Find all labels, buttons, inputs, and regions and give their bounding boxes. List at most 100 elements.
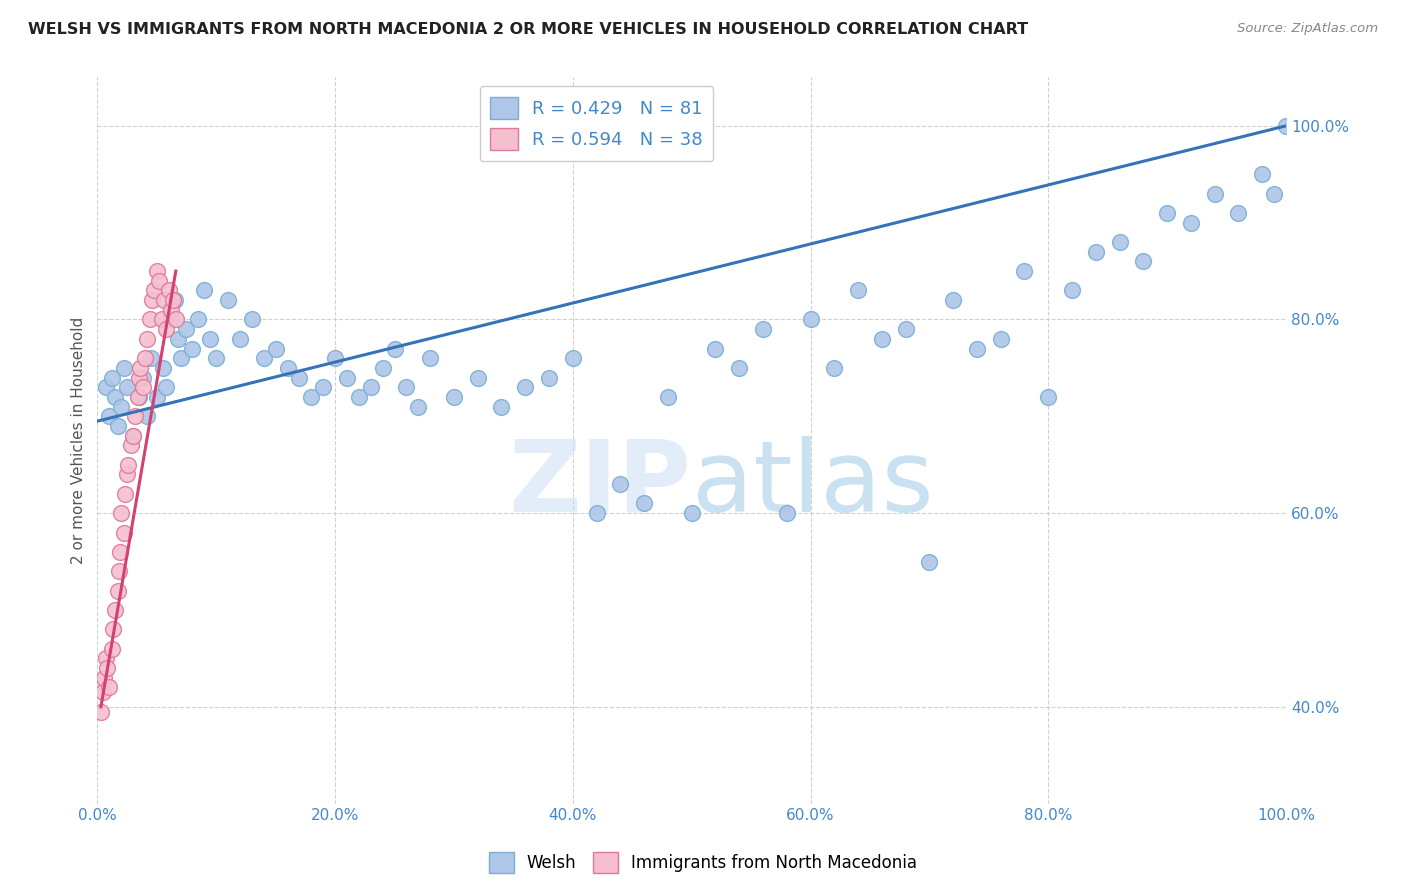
Point (1084, 244, 1107, 259)
Point (107, 583, 129, 598)
Point (110, 506, 132, 520)
Point (169, 351, 191, 366)
Point (96, 661, 118, 675)
Point (942, 293, 965, 307)
Point (1108, 235, 1130, 249)
Point (585, 506, 607, 520)
Point (162, 293, 184, 307)
Point (150, 312, 173, 326)
Point (1263, 186, 1285, 201)
Point (165, 312, 187, 326)
Point (752, 322, 775, 336)
Point (98, 409, 121, 424)
Point (112, 360, 135, 375)
Point (117, 458, 139, 472)
Point (110, 400, 132, 414)
Point (823, 360, 845, 375)
Point (146, 390, 169, 404)
Point (704, 342, 727, 356)
Point (128, 370, 150, 384)
Point (108, 545, 131, 559)
Point (609, 477, 631, 491)
Point (131, 370, 153, 384)
Point (104, 603, 127, 617)
Point (148, 274, 170, 288)
Point (419, 351, 441, 366)
Point (155, 380, 177, 394)
Point (371, 360, 394, 375)
Point (217, 293, 239, 307)
Point (1156, 206, 1178, 220)
Point (187, 312, 209, 326)
Point (264, 342, 287, 356)
Point (157, 284, 180, 298)
Point (152, 360, 174, 375)
Point (139, 351, 162, 366)
Point (153, 293, 176, 307)
Legend: R = 0.429   N = 81, R = 0.594   N = 38: R = 0.429 N = 81, R = 0.594 N = 38 (479, 87, 713, 161)
Point (894, 322, 917, 336)
Point (1204, 186, 1226, 201)
Point (1251, 167, 1274, 181)
Point (101, 623, 124, 637)
Point (1227, 206, 1250, 220)
Point (115, 467, 138, 482)
Point (395, 380, 418, 394)
Point (104, 390, 127, 404)
Point (131, 380, 153, 394)
Point (100, 370, 122, 384)
Point (91, 685, 114, 699)
Point (1180, 216, 1202, 230)
Text: atlas: atlas (692, 435, 934, 533)
Point (537, 370, 560, 384)
Point (128, 390, 150, 404)
Point (491, 400, 513, 414)
Text: Source: ZipAtlas.com: Source: ZipAtlas.com (1237, 22, 1378, 36)
Point (312, 380, 335, 394)
Point (155, 322, 177, 336)
Point (467, 370, 489, 384)
Point (253, 351, 276, 366)
Point (277, 360, 299, 375)
Point (98, 681, 121, 695)
Point (90, 705, 112, 719)
Point (107, 564, 129, 578)
Point (846, 284, 869, 298)
Point (799, 312, 821, 326)
Point (93, 671, 115, 685)
Point (100, 641, 122, 656)
Point (323, 351, 346, 366)
Y-axis label: 2 or more Vehicles in Household: 2 or more Vehicles in Household (72, 317, 86, 564)
Point (240, 312, 263, 326)
Point (138, 312, 160, 326)
Point (633, 496, 655, 510)
Point (134, 351, 156, 366)
Point (918, 555, 941, 569)
Point (657, 390, 679, 404)
Point (288, 370, 311, 384)
Point (870, 332, 893, 346)
Point (561, 351, 583, 366)
Point (681, 506, 703, 520)
Point (1060, 284, 1083, 298)
Point (94, 651, 117, 665)
Point (143, 284, 166, 298)
Point (181, 342, 204, 356)
Point (406, 400, 429, 414)
Point (112, 525, 135, 540)
Legend: Welsh, Immigrants from North Macedonia: Welsh, Immigrants from North Macedonia (482, 846, 924, 880)
Point (160, 302, 183, 317)
Point (136, 332, 159, 346)
Point (160, 312, 183, 326)
Point (443, 390, 465, 404)
Point (114, 487, 136, 501)
Point (1132, 254, 1154, 268)
Point (384, 342, 406, 356)
Point (167, 332, 190, 346)
Point (122, 428, 145, 442)
Point (136, 409, 159, 424)
Text: ZIP: ZIP (509, 435, 692, 533)
Point (990, 332, 1012, 346)
Point (94, 380, 117, 394)
Point (141, 293, 163, 307)
